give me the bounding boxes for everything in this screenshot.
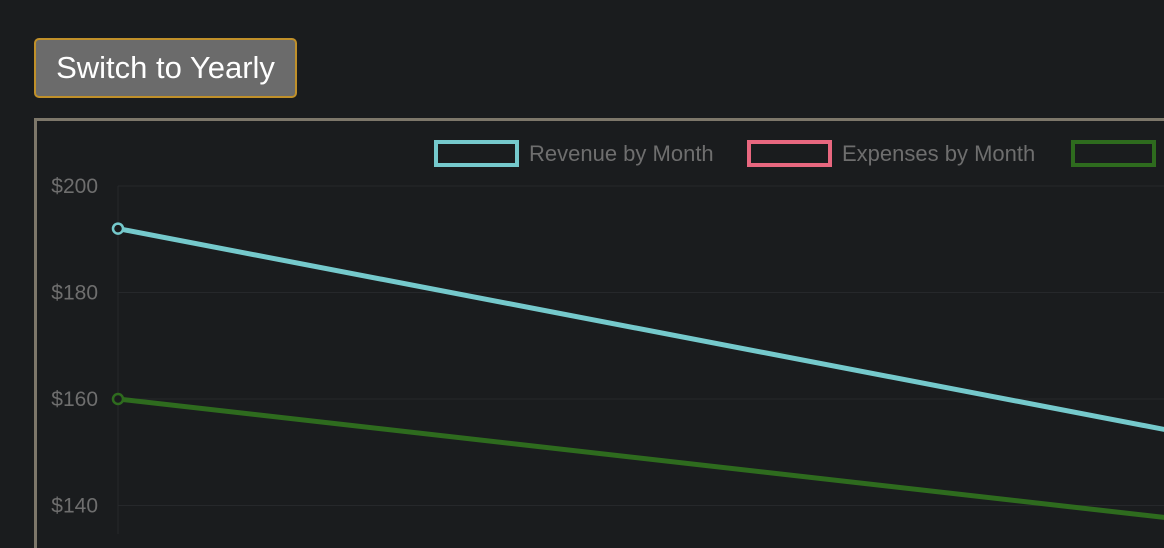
y-tick-label: $160 [51, 388, 98, 411]
switch-to-yearly-button[interactable]: Switch to Yearly [34, 38, 297, 98]
chart-panel: $200 $180 $160 $140 Revenue by Month Expense… [34, 118, 1164, 548]
legend-swatch-1[interactable] [747, 140, 832, 167]
grid [117, 185, 1164, 534]
series [111, 222, 1164, 520]
line-chart: $200 $180 $160 $140 Revenue by Month Expense… [51, 140, 1164, 534]
y-axis-ticks: $200 $180 $160 $140 [51, 175, 98, 518]
data-point-0[interactable] [111, 222, 125, 235]
series-line-2 [115, 396, 1164, 520]
legend-swatch-0[interactable] [434, 140, 519, 167]
legend-label-1[interactable]: Expenses by Month [842, 141, 1035, 166]
y-tick-label: $180 [51, 282, 98, 305]
data-point-2[interactable] [111, 392, 125, 406]
y-tick-label: $140 [51, 495, 98, 518]
series-line-0 [115, 226, 1164, 432]
y-tick-label: $200 [51, 175, 98, 198]
legend-swatch-2[interactable] [1071, 140, 1156, 167]
legend: Revenue by Month Expenses by Month [434, 140, 1156, 167]
legend-label-0[interactable]: Revenue by Month [529, 141, 714, 166]
